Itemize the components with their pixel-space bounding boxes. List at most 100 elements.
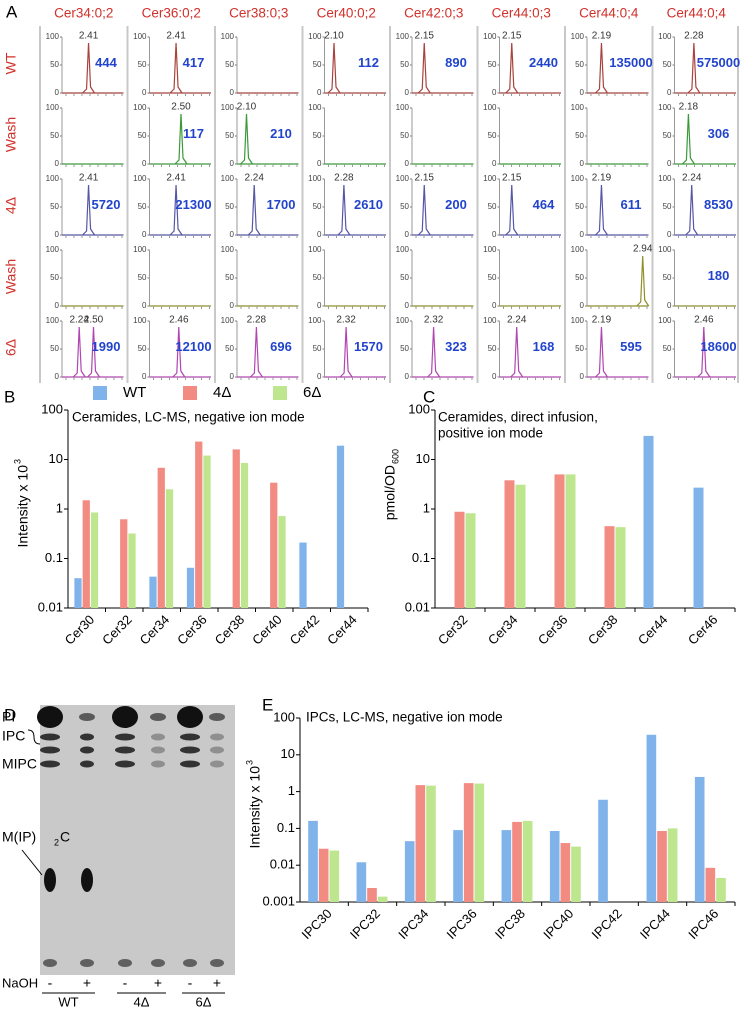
- band: [80, 760, 94, 768]
- y-tick-label: 0: [492, 159, 497, 168]
- retention-time: 2.32: [336, 315, 356, 326]
- y-tick-label: 0: [492, 301, 497, 310]
- bar: [549, 830, 560, 902]
- legend-swatch: [183, 386, 197, 400]
- group-label: WT: [58, 994, 78, 1009]
- bar: [377, 896, 388, 902]
- bar: [598, 799, 608, 902]
- y-tick-label: 100: [41, 401, 63, 416]
- y-tick-label: 100: [483, 316, 497, 325]
- column-header: Cer44:0;4: [667, 6, 727, 21]
- bar: [232, 449, 240, 608]
- origin-spot: [183, 959, 197, 967]
- band: [210, 760, 224, 768]
- y-tick-label: 0: [667, 230, 672, 239]
- lane-label: +: [213, 975, 221, 991]
- band: [210, 746, 224, 754]
- peak: [417, 42, 431, 94]
- y-tick-label: 0: [405, 230, 410, 239]
- y-tick-label: 100: [483, 103, 497, 112]
- intensity-label: 575000: [697, 55, 740, 70]
- lane-label: -: [48, 975, 53, 991]
- band: [151, 760, 165, 768]
- y-tick-label: 0: [55, 372, 60, 381]
- retention-time: 2.46: [694, 315, 714, 326]
- lane-label: +: [83, 975, 91, 991]
- y-tick-label: 50: [575, 273, 584, 282]
- y-tick-label: 100: [483, 32, 497, 41]
- y-tick-label: 100: [396, 174, 410, 183]
- y-tick-label: 0: [317, 230, 322, 239]
- y-tick-label: 0: [405, 159, 410, 168]
- peak: [337, 184, 351, 236]
- peak: [687, 42, 701, 94]
- y-tick-label: 100: [571, 174, 585, 183]
- column-header: Cer34:0;2: [54, 6, 113, 21]
- retention-time: 2.15: [502, 31, 522, 42]
- bar: [694, 776, 705, 902]
- band: [151, 746, 165, 754]
- peak: [247, 184, 261, 236]
- bar: [465, 513, 476, 608]
- band: [115, 746, 135, 754]
- intensity-label: 444: [95, 55, 117, 70]
- y-tick-label: 0: [492, 88, 497, 97]
- y-axis-title: Intensity x 103: [12, 459, 30, 548]
- y-tick-label: 50: [400, 131, 409, 140]
- y-tick-label: 0: [317, 301, 322, 310]
- group-label: 6Δ: [196, 994, 212, 1009]
- y-tick-label: 0: [55, 301, 60, 310]
- y-tick-label: 100: [46, 32, 60, 41]
- peak: [636, 255, 650, 307]
- y-axis-title-sup: 3: [244, 760, 254, 765]
- y-tick-label: 100: [46, 174, 60, 183]
- row-label: Wash: [3, 259, 19, 294]
- y-tick-label: 100: [396, 32, 410, 41]
- intensity-label: 12100: [175, 339, 211, 354]
- y-tick-label: 100: [133, 103, 147, 112]
- retention-time: 2.28: [334, 173, 354, 184]
- y-tick-label: 100: [221, 174, 235, 183]
- bar: [415, 785, 426, 902]
- panel-label: D: [4, 705, 16, 724]
- y-tick-label: 100: [133, 174, 147, 183]
- bar: [299, 542, 307, 608]
- y-tick-label: 50: [50, 60, 59, 69]
- legend-swatch: [273, 386, 287, 400]
- y-tick-label: 50: [663, 60, 672, 69]
- retention-time: 2.15: [415, 173, 435, 184]
- y-tick-label: 50: [400, 60, 409, 69]
- y-axis-title-text: Intensity x 10: [247, 766, 263, 849]
- retention-time: 2.50: [171, 102, 191, 113]
- peak: [505, 184, 519, 236]
- column-header: Cer44:0;3: [492, 6, 551, 21]
- y-tick-label: 100: [46, 245, 60, 254]
- retention-time: 2.24: [682, 173, 702, 184]
- retention-time: 2.10: [237, 102, 257, 113]
- y-tick-label: 100: [221, 32, 235, 41]
- y-tick-label: 100: [221, 316, 235, 325]
- y-tick-label: 100: [221, 103, 235, 112]
- y-axis-title: Intensity x 103: [244, 760, 262, 849]
- bar: [90, 512, 99, 608]
- y-tick-label: 50: [225, 273, 234, 282]
- retention-time: 2.28: [684, 31, 704, 42]
- y-tick-label: 50: [575, 60, 584, 69]
- intensity-label: 180: [708, 268, 730, 283]
- y-axis-title-sub: 600: [390, 449, 400, 464]
- lane-label: -: [123, 975, 128, 991]
- intensity-label: 464: [533, 197, 555, 212]
- bar: [474, 783, 485, 902]
- peak: [240, 113, 253, 165]
- y-tick-label: 50: [50, 202, 59, 211]
- y-tick-label: 50: [313, 202, 322, 211]
- y-tick-label: 0.1: [45, 550, 63, 565]
- y-tick-label: 1: [423, 500, 430, 515]
- bar: [82, 500, 90, 608]
- peak: [82, 42, 96, 94]
- bar: [203, 455, 211, 608]
- row-label: 6Δ: [3, 339, 19, 356]
- y-tick-label: 50: [575, 344, 584, 353]
- bar: [463, 783, 474, 902]
